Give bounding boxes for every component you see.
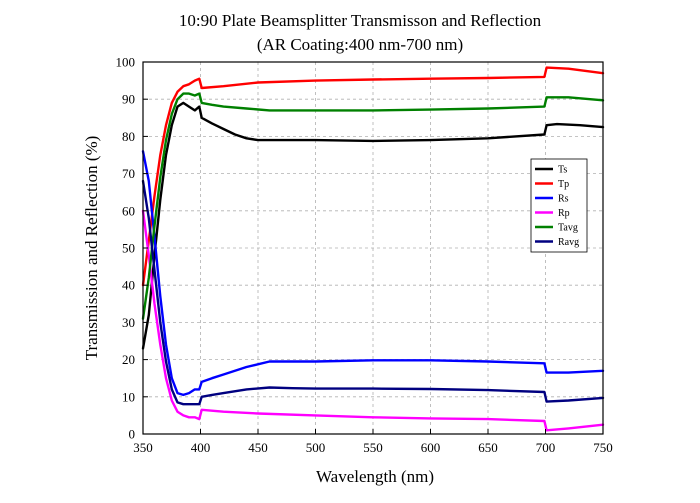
legend: Ts Tp Rs Rp Tavg Ravg xyxy=(530,158,588,253)
y-tick-label: 50 xyxy=(122,241,135,256)
series-line-tavg xyxy=(141,92,605,320)
series-line-rp xyxy=(141,209,605,432)
y-tick-label: 70 xyxy=(122,166,135,181)
x-tick-label: 700 xyxy=(536,440,556,455)
y-tick-label: 80 xyxy=(122,129,135,144)
series-lines xyxy=(141,66,605,432)
chart-subtitle: (AR Coating:400 nm-700 nm) xyxy=(257,35,463,54)
y-tick-label: 10 xyxy=(122,389,135,404)
x-tick-label: 600 xyxy=(421,440,441,455)
x-tick-label: 550 xyxy=(363,440,383,455)
legend-label: Ravg xyxy=(558,237,579,248)
legend-label: Tavg xyxy=(558,223,578,234)
y-axis-label: Transmission and Reflection (%) xyxy=(82,136,101,361)
legend-label: Tp xyxy=(558,179,569,190)
y-axis-ticks: 0 10 20 30 40 50 60 70 80 90 100 xyxy=(116,55,148,442)
x-tick-label: 650 xyxy=(478,440,498,455)
series-line-tp xyxy=(141,66,605,287)
series-line-ts xyxy=(141,101,605,350)
legend-box xyxy=(530,158,588,253)
series-line-rs xyxy=(141,150,605,397)
y-tick-label: 20 xyxy=(122,352,135,367)
legend-label: Ts xyxy=(558,165,567,176)
y-tick-label: 90 xyxy=(122,92,135,107)
series-line-ravg xyxy=(141,179,605,406)
y-tick-label: 40 xyxy=(122,278,135,293)
x-axis-ticks: 350 400 450 500 550 600 650 700 750 xyxy=(133,429,613,455)
x-tick-label: 350 xyxy=(133,440,153,455)
x-tick-label: 500 xyxy=(306,440,326,455)
y-tick-label: 30 xyxy=(122,315,135,330)
x-tick-label: 450 xyxy=(248,440,268,455)
chart-title: 10:90 Plate Beamsplitter Transmisson and… xyxy=(179,11,542,30)
y-tick-label: 0 xyxy=(129,427,136,442)
x-axis-label: Wavelength (nm) xyxy=(316,467,434,486)
legend-label: Rs xyxy=(558,194,569,205)
y-tick-label: 100 xyxy=(116,55,136,70)
y-tick-label: 60 xyxy=(122,203,135,218)
x-tick-label: 400 xyxy=(191,440,211,455)
x-tick-label: 750 xyxy=(593,440,613,455)
legend-label: Rp xyxy=(558,208,570,219)
